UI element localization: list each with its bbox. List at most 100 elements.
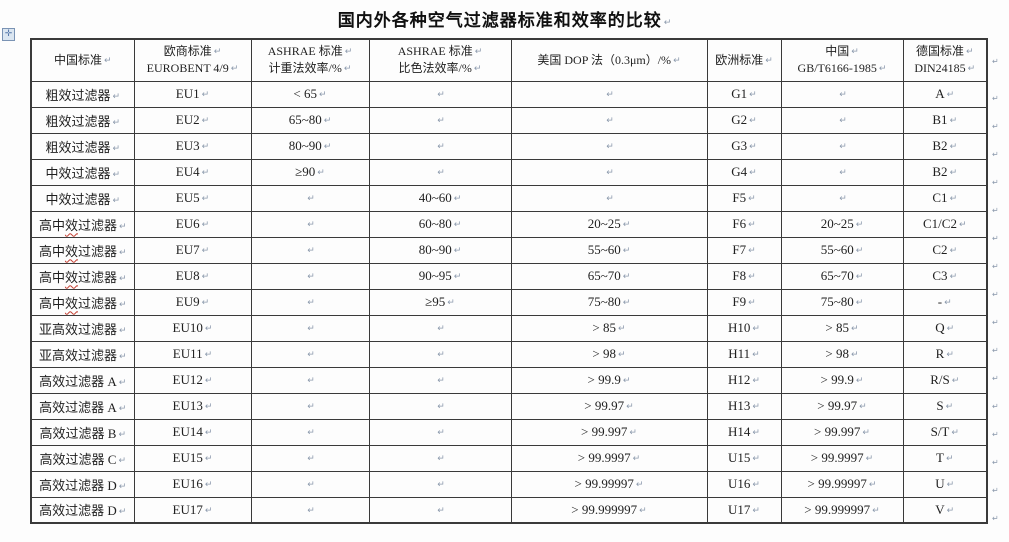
- cell-europe-standard[interactable]: H10 ↵: [706, 314, 782, 342]
- cell-ashrae-weight[interactable]: ↵: [250, 366, 370, 394]
- cell-us-dop[interactable]: > 99.9 ↵: [510, 366, 708, 394]
- cell-eurovent-class[interactable]: EU9 ↵: [133, 288, 252, 316]
- cell-germany-din[interactable]: R/S ↵: [902, 366, 988, 394]
- cell-europe-standard[interactable]: H11 ↵: [706, 340, 782, 368]
- cell-us-dop[interactable]: 75~80 ↵: [510, 288, 708, 316]
- cell-europe-standard[interactable]: F6 ↵: [706, 210, 782, 238]
- cell-china-gb[interactable]: ↵: [780, 80, 904, 108]
- cell-ashrae-dust-spot[interactable]: 40~60 ↵: [368, 184, 512, 212]
- cell-china-standard[interactable]: 中效过滤器 ↵: [30, 158, 135, 186]
- cell-germany-din[interactable]: C1/C2 ↵: [902, 210, 988, 238]
- cell-china-standard[interactable]: 高效过滤器 A ↵: [30, 392, 135, 420]
- cell-germany-din[interactable]: C2 ↵: [902, 236, 988, 264]
- cell-us-dop[interactable]: > 99.99997 ↵: [510, 470, 708, 498]
- cell-ashrae-dust-spot[interactable]: ↵: [368, 340, 512, 368]
- cell-china-gb[interactable]: > 99.97 ↵: [780, 392, 904, 420]
- cell-us-dop[interactable]: ↵: [510, 132, 708, 160]
- cell-china-gb[interactable]: 65~70 ↵: [780, 262, 904, 290]
- cell-ashrae-dust-spot[interactable]: ↵: [368, 418, 512, 446]
- cell-china-gb[interactable]: 75~80 ↵: [780, 288, 904, 316]
- column-header-ashrae-weight[interactable]: ASHRAE 标准 ↵ 计重法效率/% ↵: [250, 38, 370, 82]
- cell-germany-din[interactable]: B1 ↵: [902, 106, 988, 134]
- cell-germany-din[interactable]: Q ↵: [902, 314, 988, 342]
- cell-us-dop[interactable]: > 85 ↵: [510, 314, 708, 342]
- cell-ashrae-weight[interactable]: ↵: [250, 392, 370, 420]
- cell-ashrae-weight[interactable]: ↵: [250, 496, 370, 524]
- cell-germany-din[interactable]: V ↵: [902, 496, 988, 524]
- cell-china-gb[interactable]: > 99.999997 ↵: [780, 496, 904, 524]
- cell-ashrae-weight[interactable]: ↵: [250, 262, 370, 290]
- cell-ashrae-dust-spot[interactable]: ↵: [368, 392, 512, 420]
- cell-china-standard[interactable]: 粗效过滤器 ↵: [30, 80, 135, 108]
- cell-germany-din[interactable]: T ↵: [902, 444, 988, 472]
- cell-china-gb[interactable]: ↵: [780, 132, 904, 160]
- cell-china-gb[interactable]: > 98 ↵: [780, 340, 904, 368]
- cell-eurovent-class[interactable]: EU15 ↵: [133, 444, 252, 472]
- cell-europe-standard[interactable]: H13 ↵: [706, 392, 782, 420]
- cell-china-gb[interactable]: > 99.9997 ↵: [780, 444, 904, 472]
- cell-ashrae-weight[interactable]: ↵: [250, 288, 370, 316]
- cell-china-standard[interactable]: 亚高效过滤器 ↵: [30, 314, 135, 342]
- cell-china-standard[interactable]: 中效过滤器 ↵: [30, 184, 135, 212]
- cell-ashrae-weight[interactable]: 80~90 ↵: [250, 132, 370, 160]
- cell-europe-standard[interactable]: F5 ↵: [706, 184, 782, 212]
- cell-eurovent-class[interactable]: EU1 ↵: [133, 80, 252, 108]
- cell-germany-din[interactable]: U ↵: [902, 470, 988, 498]
- cell-europe-standard[interactable]: H14 ↵: [706, 418, 782, 446]
- cell-europe-standard[interactable]: U15 ↵: [706, 444, 782, 472]
- cell-ashrae-dust-spot[interactable]: 60~80 ↵: [368, 210, 512, 238]
- cell-china-standard[interactable]: 高中效过滤器 ↵: [30, 262, 135, 290]
- cell-eurovent-class[interactable]: EU6 ↵: [133, 210, 252, 238]
- page-title[interactable]: 国内外各种空气过滤器标准和效率的比较: [337, 11, 662, 30]
- cell-us-dop[interactable]: ↵: [510, 184, 708, 212]
- cell-china-standard[interactable]: 高效过滤器 C ↵: [30, 444, 135, 472]
- cell-germany-din[interactable]: S/T ↵: [902, 418, 988, 446]
- cell-ashrae-dust-spot[interactable]: ↵: [368, 470, 512, 498]
- cell-eurovent-class[interactable]: EU2 ↵: [133, 106, 252, 134]
- cell-germany-din[interactable]: - ↵: [902, 288, 988, 316]
- cell-china-gb[interactable]: > 99.9 ↵: [780, 366, 904, 394]
- cell-us-dop[interactable]: > 99.997 ↵: [510, 418, 708, 446]
- cell-china-standard[interactable]: 亚高效过滤器 ↵: [30, 340, 135, 368]
- cell-ashrae-dust-spot[interactable]: ↵: [368, 444, 512, 472]
- cell-us-dop[interactable]: > 98 ↵: [510, 340, 708, 368]
- cell-eurovent-class[interactable]: EU17 ↵: [133, 496, 252, 524]
- cell-eurovent-class[interactable]: EU7 ↵: [133, 236, 252, 264]
- cell-us-dop[interactable]: ↵: [510, 106, 708, 134]
- cell-germany-din[interactable]: A ↵: [902, 80, 988, 108]
- column-header-us-dop[interactable]: 美国 DOP 法（0.3μm）/% ↵: [510, 38, 708, 82]
- cell-germany-din[interactable]: C1 ↵: [902, 184, 988, 212]
- cell-china-standard[interactable]: 高效过滤器 A ↵: [30, 366, 135, 394]
- cell-china-standard[interactable]: 高效过滤器 D ↵: [30, 470, 135, 498]
- cell-europe-standard[interactable]: G1 ↵: [706, 80, 782, 108]
- cell-ashrae-dust-spot[interactable]: ≥95 ↵: [368, 288, 512, 316]
- cell-china-gb[interactable]: 20~25 ↵: [780, 210, 904, 238]
- cell-germany-din[interactable]: S ↵: [902, 392, 988, 420]
- cell-ashrae-dust-spot[interactable]: ↵: [368, 132, 512, 160]
- cell-europe-standard[interactable]: G3 ↵: [706, 132, 782, 160]
- cell-us-dop[interactable]: ↵: [510, 158, 708, 186]
- cell-germany-din[interactable]: B2 ↵: [902, 132, 988, 160]
- cell-germany-din[interactable]: R ↵: [902, 340, 988, 368]
- cell-china-standard[interactable]: 高效过滤器 B ↵: [30, 418, 135, 446]
- column-header-ashrae-dust-spot[interactable]: ASHRAE 标准 ↵ 比色法效率/% ↵: [368, 38, 512, 82]
- cell-eurovent-class[interactable]: EU5 ↵: [133, 184, 252, 212]
- cell-eurovent-class[interactable]: EU11 ↵: [133, 340, 252, 368]
- cell-ashrae-weight[interactable]: ↵: [250, 314, 370, 342]
- cell-ashrae-weight[interactable]: ↵: [250, 470, 370, 498]
- cell-ashrae-dust-spot[interactable]: ↵: [368, 106, 512, 134]
- cell-us-dop[interactable]: > 99.97 ↵: [510, 392, 708, 420]
- cell-eurovent-class[interactable]: EU4 ↵: [133, 158, 252, 186]
- cell-us-dop[interactable]: 55~60 ↵: [510, 236, 708, 264]
- cell-china-gb[interactable]: ↵: [780, 158, 904, 186]
- cell-china-gb[interactable]: > 85 ↵: [780, 314, 904, 342]
- cell-china-standard[interactable]: 高中效过滤器 ↵: [30, 288, 135, 316]
- cell-ashrae-weight[interactable]: ↵: [250, 418, 370, 446]
- cell-europe-standard[interactable]: U17 ↵: [706, 496, 782, 524]
- cell-ashrae-dust-spot[interactable]: 80~90 ↵: [368, 236, 512, 264]
- cell-europe-standard[interactable]: F7 ↵: [706, 236, 782, 264]
- cell-europe-standard[interactable]: F8 ↵: [706, 262, 782, 290]
- cell-eurovent-class[interactable]: EU12 ↵: [133, 366, 252, 394]
- cell-ashrae-weight[interactable]: ↵: [250, 184, 370, 212]
- cell-us-dop[interactable]: > 99.999997 ↵: [510, 496, 708, 524]
